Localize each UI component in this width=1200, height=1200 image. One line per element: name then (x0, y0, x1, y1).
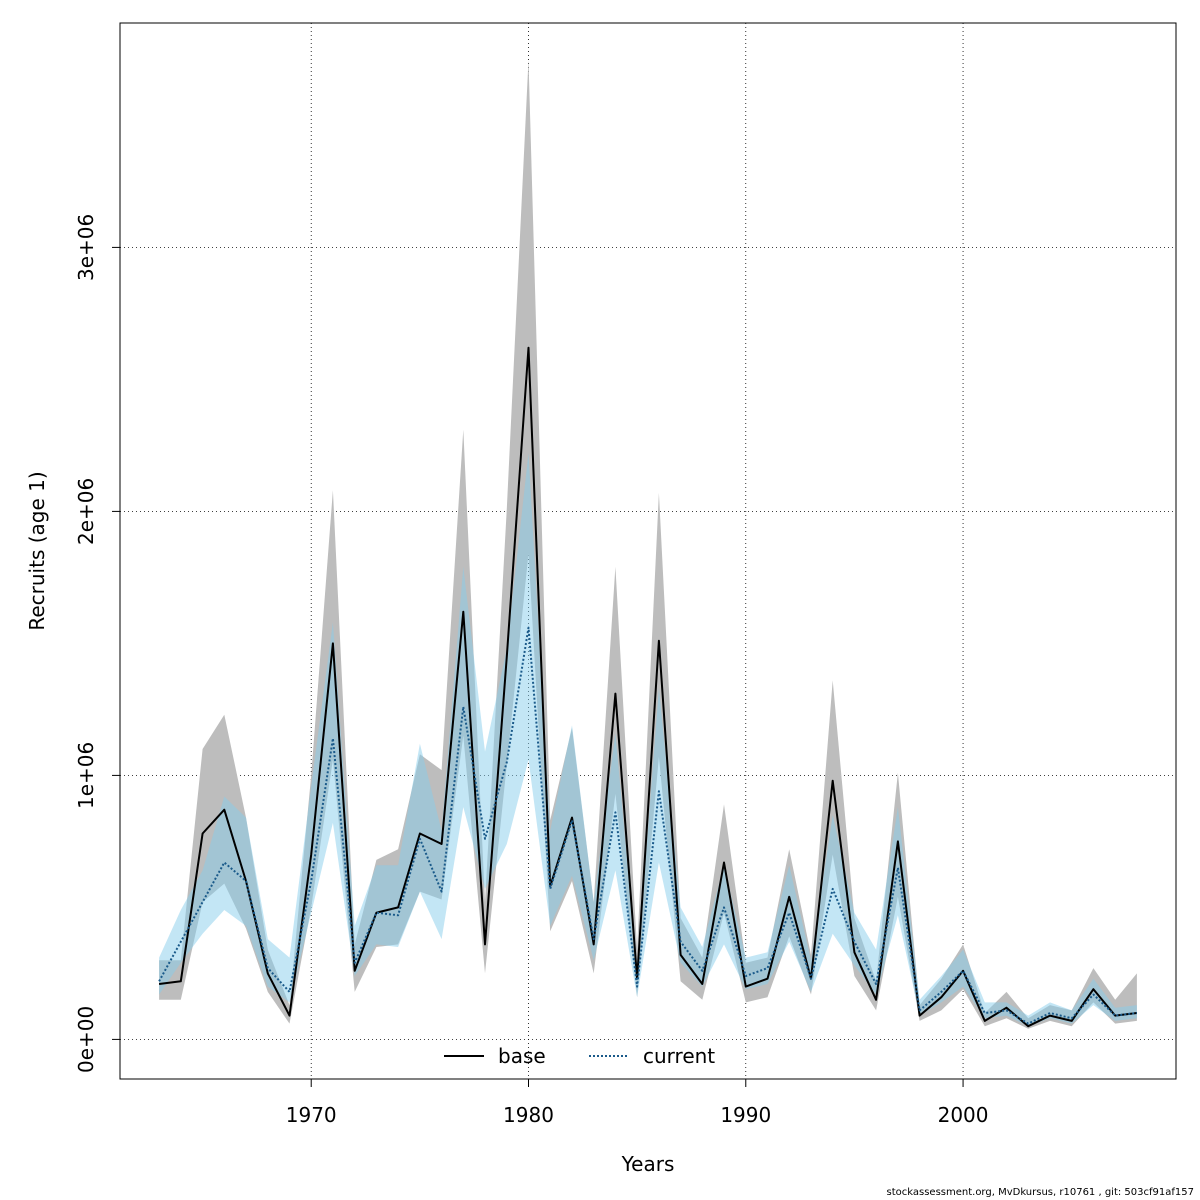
y-tick-label: 3e+06 (74, 214, 98, 281)
legend-label-base: base (498, 1044, 546, 1068)
y-tick-label: 1e+06 (74, 742, 98, 809)
y-tick-label: 2e+06 (74, 478, 98, 545)
x-tick-label: 1970 (286, 1103, 337, 1127)
series-lines (158, 346, 1138, 1028)
legend: base current (444, 1044, 715, 1068)
axis-ticks: 1970 1980 1990 2000 0e+00 1e+06 2e+06 3e+06 (74, 214, 989, 1127)
x-axis-title: Years (621, 1152, 675, 1176)
y-tick-label: 0e+00 (74, 1006, 98, 1073)
y-axis-title: Recruits (age 1) (25, 471, 49, 630)
x-tick-label: 1990 (720, 1103, 771, 1127)
x-tick-label: 1980 (503, 1103, 554, 1127)
footer-credit: stockassessment.org, MvDkursus, r10761 ,… (886, 1187, 1195, 1198)
x-tick-label: 2000 (938, 1103, 989, 1127)
legend-label-current: current (643, 1044, 715, 1068)
plot-frame (119, 22, 1177, 1080)
line-base (158, 346, 1138, 1028)
